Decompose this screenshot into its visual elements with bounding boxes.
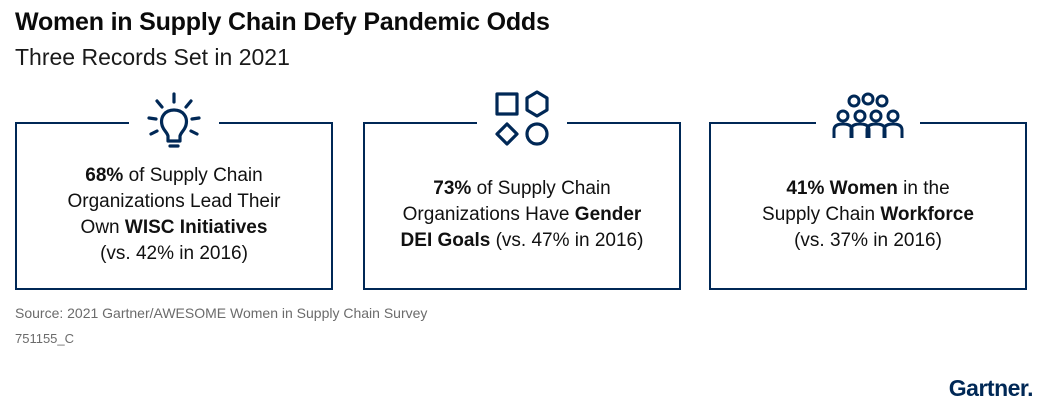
card-text-line: in the bbox=[897, 178, 950, 199]
card-text-line: of Supply Chain bbox=[471, 178, 611, 199]
card-text: 73% of Supply Chain Organizations Have G… bbox=[371, 176, 674, 254]
card-text-comparison: (vs. 47% in 2016) bbox=[490, 230, 644, 251]
card-text-line: of Supply Chain bbox=[123, 165, 263, 186]
stat-value: 68% bbox=[85, 165, 124, 186]
source-note: Source: 2021 Gartner/AWESOME Women in Su… bbox=[15, 305, 428, 321]
card-text-comparison: (vs. 37% in 2016) bbox=[794, 230, 942, 251]
page-title: Women in Supply Chain Defy Pandemic Odds bbox=[15, 8, 550, 36]
lightbulb-icon bbox=[129, 88, 219, 158]
stat-value: 73% bbox=[433, 178, 472, 199]
card-text-line: Supply Chain bbox=[762, 204, 881, 225]
card-text-emphasis: Workforce bbox=[880, 204, 974, 225]
card-text: 68% of Supply Chain Organizations Lead T… bbox=[38, 163, 311, 267]
stat-card-wisc: 68% of Supply Chain Organizations Lead T… bbox=[15, 88, 333, 290]
card-text-line: Organizations Have bbox=[402, 204, 575, 225]
stat-card-workforce: 41% Women in the Supply Chain Workforce … bbox=[709, 88, 1027, 290]
card-text-emphasis: Gender bbox=[574, 204, 642, 225]
page-subtitle: Three Records Set in 2021 bbox=[15, 44, 290, 70]
gartner-logo: Gartner. bbox=[948, 375, 1034, 401]
shapes-icon bbox=[477, 88, 567, 158]
card-text: 41% Women in the Supply Chain Workforce … bbox=[732, 176, 1004, 254]
card-text-line: Own bbox=[80, 217, 125, 238]
stat-value: 41% Women bbox=[786, 178, 898, 199]
people-group-icon bbox=[816, 88, 920, 158]
card-text-emphasis: WISC Initiatives bbox=[124, 217, 268, 238]
card-text-line: Organizations Lead Their bbox=[67, 191, 281, 212]
stat-card-dei-goals: 73% of Supply Chain Organizations Have G… bbox=[363, 88, 681, 290]
card-text-emphasis: DEI Goals bbox=[400, 230, 491, 251]
figure-id: 751155_C bbox=[15, 331, 75, 346]
card-text-comparison: (vs. 42% in 2016) bbox=[100, 243, 248, 264]
